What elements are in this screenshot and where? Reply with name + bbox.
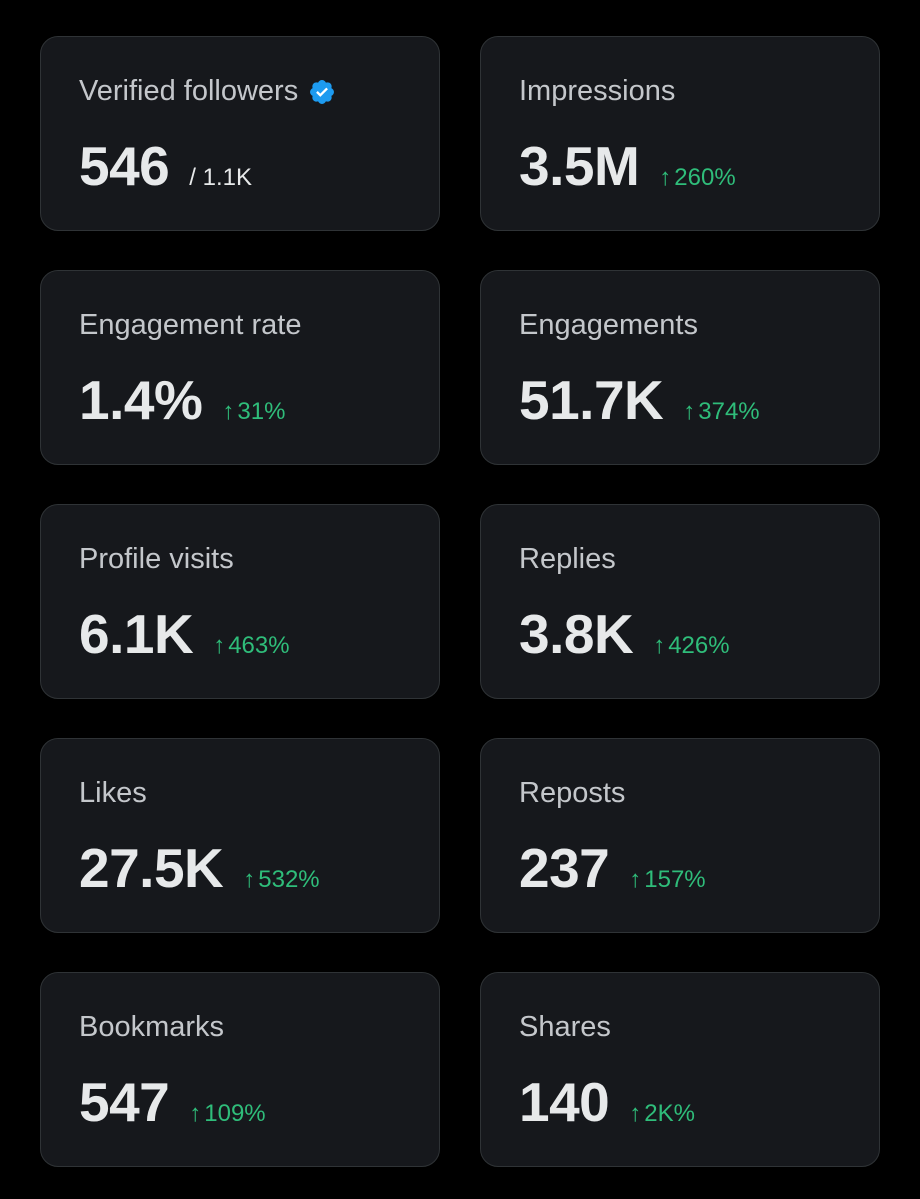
metric-card-impressions[interactable]: Impressions 3.5M ↑ 260% [480,36,880,231]
arrow-up-icon: ↑ [629,1100,642,1127]
metric-change-value: 463% [228,632,290,659]
metric-total: / 1.1K [189,164,252,191]
metric-value: 6.1K [79,603,194,665]
metric-label-row: Profile visits [79,543,234,576]
metric-label-row: Engagement rate [79,309,301,342]
metric-card-engagements[interactable]: Engagements 51.7K ↑ 374% [480,270,880,465]
arrow-up-icon: ↑ [653,632,666,659]
metric-change: ↑ 157% [629,866,705,894]
metric-value: 546 [79,135,170,197]
arrow-up-icon: ↑ [243,866,256,893]
metric-change: ↑ 2K% [629,1100,695,1128]
metric-label-row: Reposts [519,777,625,810]
metric-change-value: 157% [644,866,706,893]
metric-value: 3.8K [519,603,634,665]
metric-value: 140 [519,1071,610,1133]
metric-label: Bookmarks [79,1011,225,1043]
metric-label-row: Engagements [519,309,698,342]
metric-value: 237 [519,837,610,899]
metric-card-replies[interactable]: Replies 3.8K ↑ 426% [480,504,880,699]
metric-change-value: 426% [668,632,730,659]
metric-label-row: Verified followers [79,75,336,108]
metric-label-row: Replies [519,543,616,576]
metric-label: Likes [79,777,147,809]
metric-label: Verified followers [79,75,299,107]
metric-card-profile-visits[interactable]: Profile visits 6.1K ↑ 463% [40,504,440,699]
metric-value: 3.5M [519,135,640,197]
metric-change: ↑ 463% [213,632,289,660]
metric-card-engagement-rate[interactable]: Engagement rate 1.4% ↑ 31% [40,270,440,465]
metric-label-row: Shares [519,1011,611,1044]
verified-badge-icon [310,79,335,104]
arrow-up-icon: ↑ [213,632,226,659]
metric-change-value: 532% [258,866,320,893]
metric-label: Profile visits [79,543,234,575]
metric-value-row: 3.5M ↑ 260% [519,139,736,194]
metric-change: ↑ 31% [222,398,285,426]
arrow-up-icon: ↑ [659,164,672,191]
metric-change: ↑ 532% [243,866,319,894]
metric-card-likes[interactable]: Likes 27.5K ↑ 532% [40,738,440,933]
metric-card-bookmarks[interactable]: Bookmarks 547 ↑ 109% [40,972,440,1167]
metric-value: 547 [79,1071,170,1133]
metric-change: ↑ 109% [189,1100,265,1128]
metric-change: ↑ 260% [659,164,735,192]
metric-value-row: 6.1K ↑ 463% [79,607,290,662]
metric-change-value: 31% [237,398,286,425]
metric-label: Engagement rate [79,309,302,341]
metric-card-shares[interactable]: Shares 140 ↑ 2K% [480,972,880,1167]
metric-label: Shares [519,1011,611,1043]
metric-value-row: 27.5K ↑ 532% [79,841,320,896]
metric-change-value: 374% [698,398,760,425]
metric-label-row: Impressions [519,75,675,108]
metric-value: 51.7K [519,369,664,431]
metric-label: Reposts [519,777,626,809]
metric-value: 1.4% [79,369,203,431]
metric-value-row: 237 ↑ 157% [519,841,706,896]
metric-label-row: Likes [79,777,147,810]
arrow-up-icon: ↑ [222,398,235,425]
metric-label: Replies [519,543,616,575]
metric-change: ↑ 426% [653,632,729,660]
arrow-up-icon: ↑ [189,1100,202,1127]
metric-change-value: 2K% [644,1100,695,1127]
metric-value-row: 1.4% ↑ 31% [79,373,285,428]
metric-label-row: Bookmarks [79,1011,224,1044]
metric-label: Engagements [519,309,698,341]
arrow-up-icon: ↑ [629,866,642,893]
metric-change-value: 109% [204,1100,266,1127]
metric-value: 27.5K [79,837,224,899]
metric-card-verified-followers[interactable]: Verified followers 546 / 1.1K [40,36,440,231]
metric-value-row: 547 ↑ 109% [79,1075,266,1130]
metric-change-value: 260% [674,164,736,191]
metric-card-reposts[interactable]: Reposts 237 ↑ 157% [480,738,880,933]
metric-value-row: 3.8K ↑ 426% [519,607,730,662]
metrics-grid: Verified followers 546 / 1.1K Impression… [40,36,880,1167]
metric-value-row: 140 ↑ 2K% [519,1075,695,1130]
metric-value-row: 51.7K ↑ 374% [519,373,760,428]
metric-value-row: 546 / 1.1K [79,139,252,194]
arrow-up-icon: ↑ [683,398,696,425]
metric-change: ↑ 374% [683,398,759,426]
metric-label: Impressions [519,75,676,107]
